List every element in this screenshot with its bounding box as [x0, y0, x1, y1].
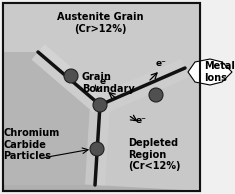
Polygon shape — [3, 52, 100, 185]
Polygon shape — [85, 104, 110, 186]
Text: Chromium
Carbide
Particles: Chromium Carbide Particles — [3, 128, 59, 161]
Text: e⁻: e⁻ — [136, 116, 147, 125]
Text: Grain
Boundary: Grain Boundary — [82, 72, 135, 94]
Polygon shape — [188, 59, 232, 85]
Circle shape — [64, 69, 78, 83]
Text: Metal
Ions: Metal Ions — [204, 61, 235, 83]
Circle shape — [149, 88, 163, 102]
Polygon shape — [95, 68, 200, 191]
Text: e⁻: e⁻ — [100, 77, 111, 86]
Bar — [3, 3, 200, 191]
Polygon shape — [96, 59, 189, 114]
Circle shape — [93, 98, 107, 112]
Circle shape — [90, 142, 104, 156]
Polygon shape — [31, 44, 106, 113]
Text: Depleted
Region
(Cr<12%): Depleted Region (Cr<12%) — [128, 138, 180, 171]
Bar — [3, 3, 200, 191]
Text: Austenite Grain
(Cr>12%): Austenite Grain (Cr>12%) — [57, 12, 143, 34]
Polygon shape — [3, 3, 200, 105]
Text: e⁻: e⁻ — [156, 59, 167, 68]
